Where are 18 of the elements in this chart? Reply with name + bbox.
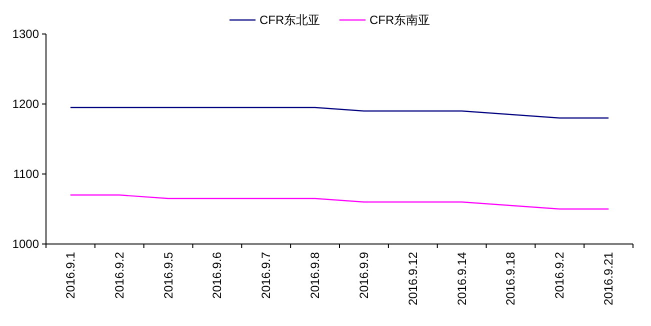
- y-tick-label: 1100: [13, 167, 40, 181]
- legend-label: CFR东北亚: [260, 13, 320, 27]
- x-tick-label: 2016.9.6: [210, 252, 224, 299]
- x-tick-label: 2016.9.21: [602, 252, 616, 306]
- x-tick-label: 2016.9.1: [63, 252, 78, 299]
- legend-label: CFR东南亚: [370, 13, 430, 27]
- x-tick-label: 2016.9.12: [406, 252, 420, 306]
- x-tick-label: 2016.9.8: [308, 252, 322, 299]
- x-tick-label: 2016.9.18: [504, 252, 518, 306]
- x-tick-label: 2016.9.5: [161, 252, 176, 299]
- x-tick-label: 2016.9.9: [356, 252, 371, 299]
- x-tick-label: 2016.9.7: [259, 252, 274, 299]
- x-tick-label: 2016.9.2: [112, 252, 126, 299]
- y-tick-label: 1000: [12, 237, 40, 251]
- x-tick-label: 2016.9.14: [454, 252, 469, 306]
- y-tick-label: 1300: [12, 27, 40, 41]
- x-tick-label: 2016.9.2: [552, 252, 567, 299]
- y-tick-label: 1200: [12, 97, 40, 111]
